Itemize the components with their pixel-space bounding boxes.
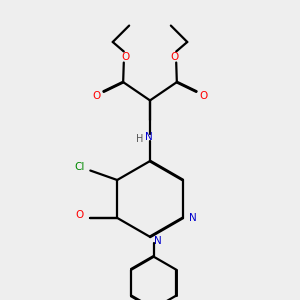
- Text: O: O: [92, 91, 101, 101]
- Text: N: N: [146, 132, 153, 142]
- Text: O: O: [170, 52, 178, 62]
- Text: N: N: [154, 236, 162, 246]
- Text: O: O: [75, 210, 83, 220]
- Text: Cl: Cl: [74, 162, 85, 172]
- Text: H: H: [136, 134, 144, 144]
- Text: O: O: [122, 52, 130, 62]
- Text: O: O: [199, 91, 208, 101]
- Text: N: N: [189, 213, 197, 223]
